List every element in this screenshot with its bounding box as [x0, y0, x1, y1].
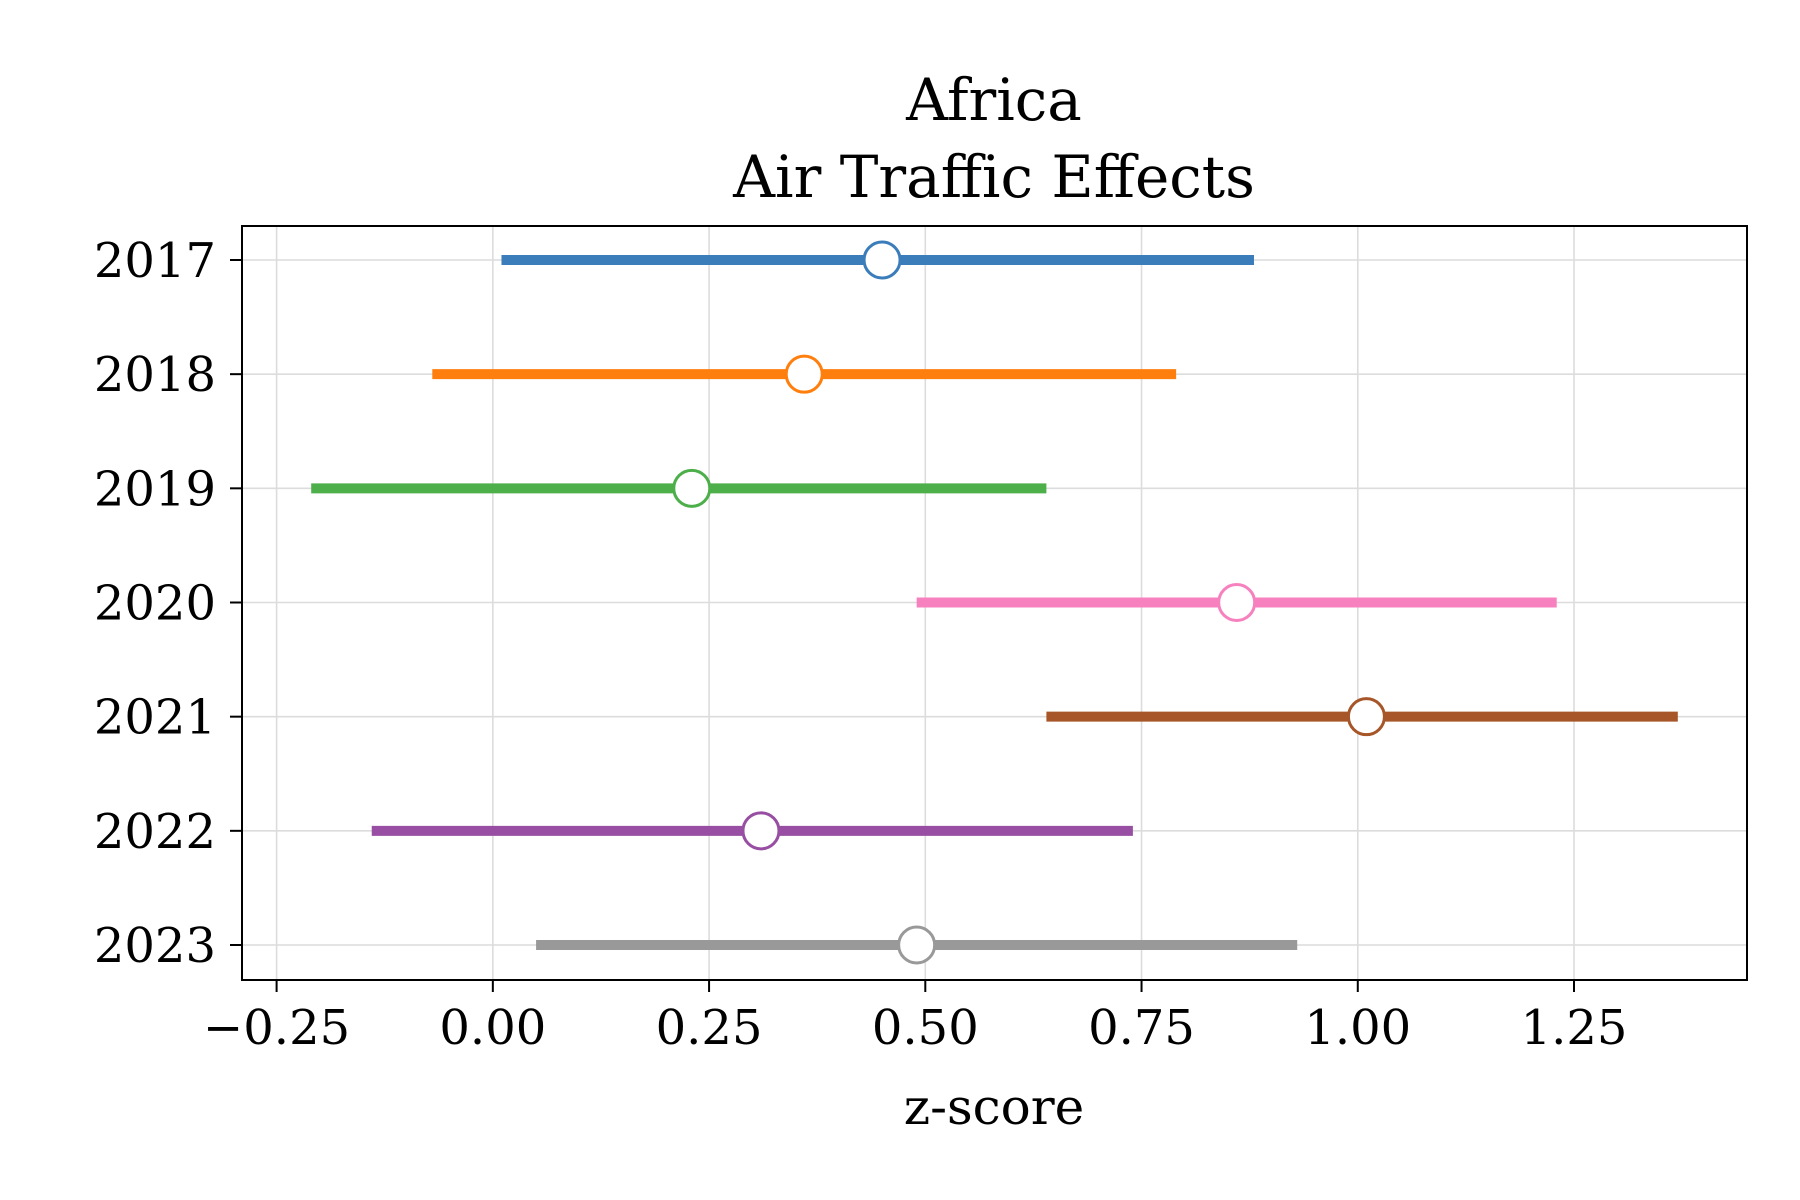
y-tick-label-2018: 2018	[94, 347, 216, 403]
estimate-point-2020	[1217, 583, 1257, 622]
x-tick-label: 0.75	[1088, 1000, 1195, 1056]
x-tick-label: 0.25	[656, 1000, 763, 1056]
x-tick-label: 1.00	[1304, 1000, 1411, 1056]
y-tick-label-2020: 2020	[94, 576, 216, 632]
estimate-point-2021	[1346, 697, 1386, 737]
x-tick-label: 0.50	[872, 1000, 979, 1056]
y-tick-label-2017: 2017	[94, 233, 216, 289]
chart-title-line-1: Africa	[905, 66, 1082, 134]
x-axis-ticks: −0.25 0.00 0.25 0.50 0.75 1.00 1.25	[203, 980, 1627, 1056]
y-tick-label-2021: 2021	[94, 690, 216, 746]
x-axis-label: z-score	[904, 1078, 1085, 1136]
estimate-point-2019	[672, 468, 712, 508]
y-tick-label-2022: 2022	[94, 804, 216, 860]
estimate-point-2023	[897, 925, 937, 965]
chart-title-line-2: Air Traffic Effects	[732, 143, 1255, 211]
y-tick-label-2019: 2019	[94, 461, 216, 517]
y-axis-ticks: 2017 2018 2019 2020 2021 2022 2023	[94, 233, 242, 974]
plot-frame	[241, 225, 1748, 981]
x-tick-label: 0.00	[439, 1000, 546, 1056]
point-estimates	[672, 240, 1386, 965]
y-tick-label-2023: 2023	[94, 918, 216, 974]
estimate-point-2018	[784, 354, 824, 394]
estimate-point-2022	[741, 811, 781, 851]
x-tick-label: 1.25	[1521, 1000, 1628, 1056]
estimate-point-2017	[862, 240, 902, 280]
x-tick-label: −0.25	[203, 1000, 350, 1056]
